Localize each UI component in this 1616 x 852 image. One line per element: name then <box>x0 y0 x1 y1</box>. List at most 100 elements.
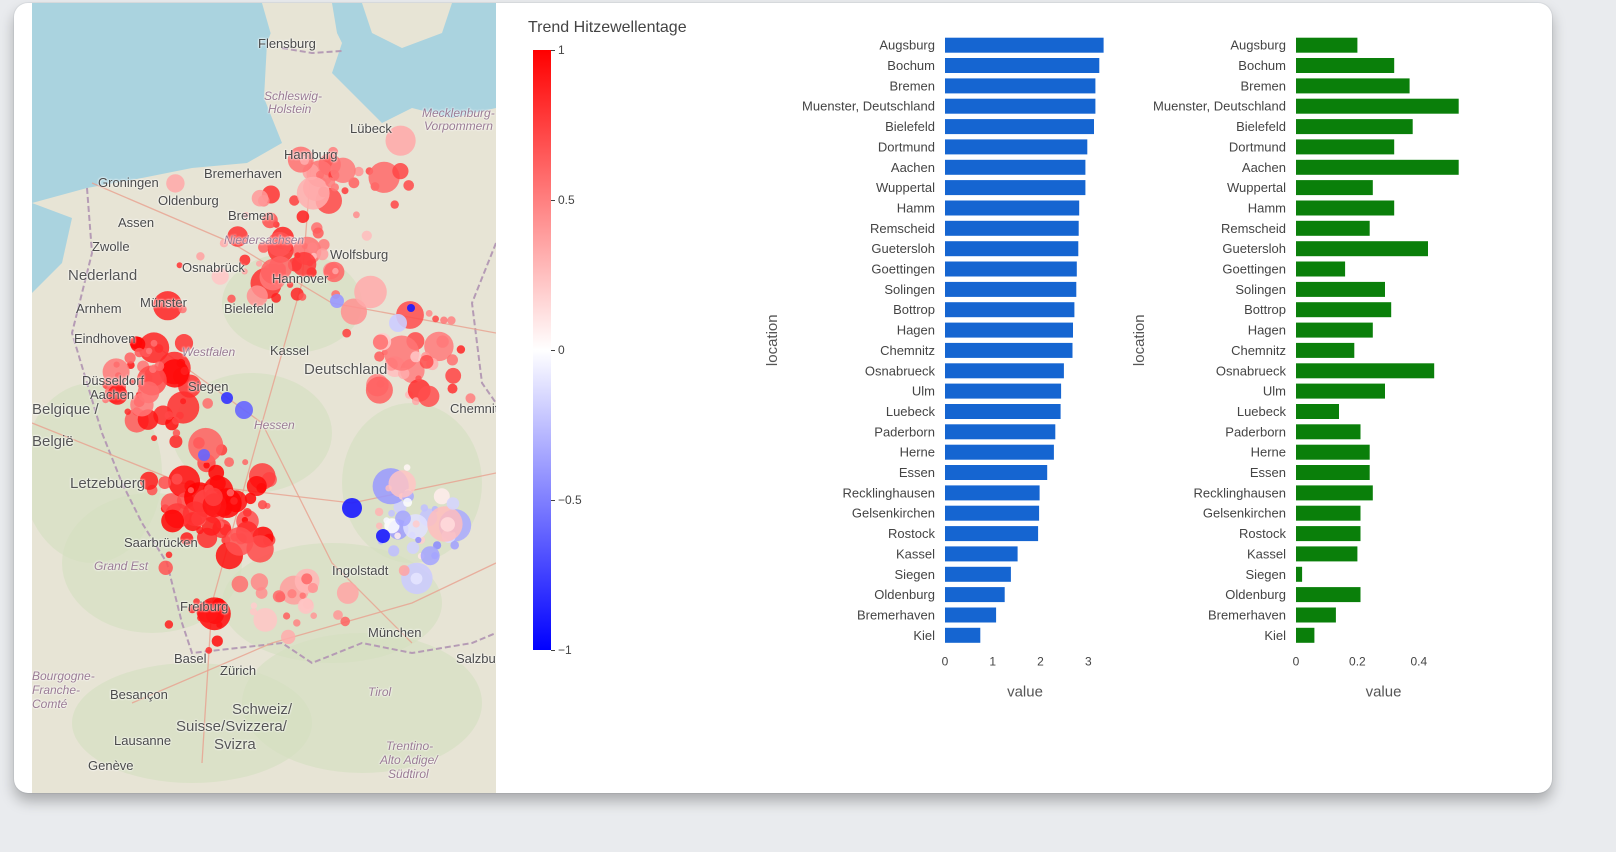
station-bubble[interactable] <box>235 401 253 419</box>
station-bubble[interactable] <box>432 315 439 323</box>
station-bubble[interactable] <box>165 551 173 559</box>
station-bubble[interactable] <box>354 275 387 309</box>
station-bubble[interactable] <box>368 161 400 193</box>
station-bubble[interactable] <box>392 163 409 180</box>
station-bubble[interactable] <box>340 616 351 627</box>
station-bubble[interactable] <box>176 358 186 368</box>
station-bubble[interactable] <box>410 351 422 363</box>
station-bubble[interactable] <box>388 545 400 557</box>
station-bubble[interactable] <box>418 385 440 407</box>
station-bubble[interactable] <box>176 411 184 420</box>
station-bubble[interactable] <box>310 612 318 619</box>
station-bubble[interactable] <box>169 435 183 448</box>
station-bubble[interactable] <box>242 508 252 517</box>
station-bubble[interactable] <box>412 397 420 406</box>
station-bubble[interactable] <box>201 516 222 536</box>
station-bubble[interactable] <box>124 352 136 364</box>
station-bubble[interactable] <box>374 351 385 362</box>
station-bubble[interactable] <box>297 597 314 614</box>
station-bubble[interactable] <box>446 354 458 366</box>
station-bubble[interactable] <box>151 435 158 442</box>
station-bubble[interactable] <box>205 647 213 654</box>
station-bubble[interactable] <box>286 281 294 288</box>
station-bubble[interactable] <box>244 492 257 505</box>
station-bubble[interactable] <box>287 589 297 599</box>
station-bubble[interactable] <box>307 242 318 253</box>
station-bubble[interactable] <box>395 510 411 527</box>
station-bubble[interactable] <box>253 608 278 632</box>
station-bubble[interactable] <box>403 497 413 507</box>
station-bubble[interactable] <box>211 635 223 647</box>
station-bubble[interactable] <box>388 470 416 498</box>
station-bubble[interactable] <box>267 231 292 257</box>
station-bubble[interactable] <box>403 464 411 471</box>
station-bubble[interactable] <box>150 339 158 347</box>
station-bubble[interactable] <box>272 590 285 603</box>
station-bubble[interactable] <box>283 612 291 620</box>
station-bubble[interactable] <box>296 210 310 223</box>
station-bubble[interactable] <box>446 497 460 510</box>
station-bubble[interactable] <box>161 509 185 533</box>
station-bubble[interactable] <box>342 328 352 338</box>
station-bubble[interactable] <box>242 459 249 466</box>
station-bubble[interactable] <box>372 334 389 350</box>
station-bubble[interactable] <box>354 166 364 177</box>
station-bubble[interactable] <box>113 361 120 368</box>
station-bubble[interactable] <box>398 565 410 576</box>
station-bubble[interactable] <box>203 462 210 469</box>
station-bubble[interactable] <box>134 347 145 358</box>
station-bubble[interactable] <box>293 619 301 627</box>
station-bubble[interactable] <box>316 170 324 179</box>
bubble-layer[interactable] <box>102 125 476 654</box>
station-bubble[interactable] <box>289 195 300 206</box>
station-bubble[interactable] <box>256 483 267 493</box>
station-bubble[interactable] <box>180 398 187 405</box>
station-bubble[interactable] <box>298 293 307 301</box>
station-bubble[interactable] <box>227 294 236 303</box>
station-bubble[interactable] <box>328 146 339 157</box>
station-bubble[interactable] <box>447 316 456 325</box>
station-bubble[interactable] <box>281 629 296 645</box>
station-bubble[interactable] <box>389 314 407 332</box>
station-bubble[interactable] <box>165 301 172 308</box>
station-bubble[interactable] <box>180 366 189 376</box>
station-bubble[interactable] <box>415 375 422 382</box>
station-bubble[interactable] <box>124 408 131 415</box>
station-bubble[interactable] <box>318 239 330 251</box>
station-bubble[interactable] <box>158 476 172 489</box>
station-bubble[interactable] <box>340 298 367 325</box>
station-bubble[interactable] <box>271 293 281 303</box>
station-bubble[interactable] <box>425 310 433 317</box>
station-bubble[interactable] <box>384 335 420 371</box>
station-bubble[interactable] <box>224 457 235 467</box>
station-bubble[interactable] <box>300 155 309 165</box>
station-bubble[interactable] <box>164 411 174 420</box>
station-bubble[interactable] <box>239 254 251 266</box>
station-bubble[interactable] <box>226 489 235 497</box>
station-bubble[interactable] <box>172 416 180 425</box>
station-bubble[interactable] <box>176 262 183 269</box>
station-bubble[interactable] <box>383 517 390 524</box>
station-bubble[interactable] <box>249 608 258 616</box>
station-bubble[interactable] <box>102 358 130 386</box>
station-bubble[interactable] <box>424 331 454 362</box>
station-bubble[interactable] <box>130 393 154 417</box>
station-bubble[interactable] <box>257 500 268 510</box>
station-bubble[interactable] <box>291 252 317 277</box>
station-bubble[interactable] <box>178 305 187 314</box>
station-bubble[interactable] <box>187 487 194 494</box>
station-bubble[interactable] <box>330 157 356 183</box>
station-bubble[interactable] <box>107 384 128 405</box>
station-bubble[interactable] <box>410 572 423 585</box>
station-bubble[interactable] <box>242 211 249 219</box>
station-bubble[interactable] <box>341 187 349 195</box>
station-bubble[interactable] <box>433 488 450 505</box>
station-bubble[interactable] <box>419 355 434 369</box>
station-bubble[interactable] <box>158 560 173 575</box>
station-bubble[interactable] <box>211 267 229 285</box>
station-bubble[interactable] <box>227 226 248 247</box>
station-bubble[interactable] <box>394 532 401 540</box>
station-bubble[interactable] <box>250 602 258 609</box>
station-bubble[interactable] <box>456 345 466 354</box>
station-bubble[interactable] <box>139 471 159 490</box>
